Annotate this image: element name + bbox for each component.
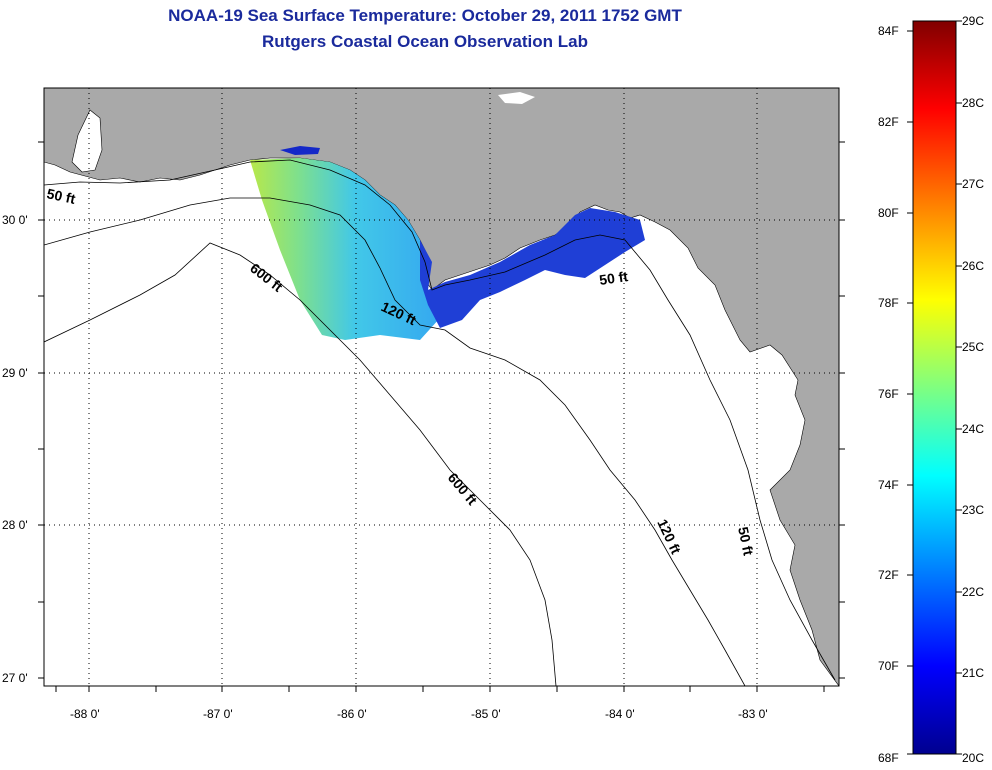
- colorbar-c-label: 22C: [962, 585, 984, 599]
- lat-label-30: 30 0': [2, 213, 28, 227]
- map-subtitle: Rutgers Coastal Ocean Observation Lab: [262, 32, 588, 51]
- contour-label-50ft-west: 50 ft: [45, 185, 77, 207]
- colorbar-c-label: 25C: [962, 340, 984, 354]
- lat-label-29: 29 0': [2, 366, 28, 380]
- contour-50ft: [44, 159, 836, 681]
- colorbar-f-label: 84F: [878, 24, 899, 38]
- colorbar-f-label: 78F: [878, 296, 899, 310]
- colorbar-f-label: 70F: [878, 659, 899, 673]
- colorbar-f-label: 68F: [878, 751, 899, 765]
- colorbar: 84F 82F 80F 78F 76F 74F 72F 70F 68F 29C …: [878, 14, 984, 765]
- island: [498, 92, 535, 104]
- sst-cold-patch: [280, 146, 320, 155]
- axis-ticks: [38, 141, 845, 692]
- lon-label-86: -86 0': [337, 707, 367, 721]
- colorbar-f-label: 74F: [878, 478, 899, 492]
- bay-water: [71, 109, 103, 173]
- colorbar-ticks: [907, 20, 962, 755]
- colorbar-f-label: 72F: [878, 568, 899, 582]
- contour-600ft: [44, 242, 557, 686]
- colorbar-c-label: 26C: [962, 259, 984, 273]
- contour-label-50ft-east: 50 ft: [598, 268, 629, 288]
- colorbar-bar: [912, 20, 957, 755]
- colorbar-f-label: 80F: [878, 206, 899, 220]
- colorbar-c-label: 27C: [962, 177, 984, 191]
- colorbar-c-label: 21C: [962, 666, 984, 680]
- lon-label-88: -88 0': [70, 707, 100, 721]
- lon-label-87: -87 0': [203, 707, 233, 721]
- map-title: NOAA-19 Sea Surface Temperature: October…: [168, 6, 682, 25]
- colorbar-c-label: 28C: [962, 96, 984, 110]
- colorbar-f-label: 82F: [878, 115, 899, 129]
- colorbar-c-label: 29C: [962, 14, 984, 28]
- colorbar-f-label: 76F: [878, 387, 899, 401]
- sst-cold-band: [420, 208, 645, 328]
- lon-label-83: -83 0': [738, 707, 768, 721]
- lon-label-85: -85 0': [471, 707, 501, 721]
- colorbar-c-label: 20C: [962, 751, 984, 765]
- lat-label-28: 28 0': [2, 518, 28, 532]
- colorbar-c-label: 23C: [962, 503, 984, 517]
- contour-120ft: [44, 197, 746, 686]
- lat-label-27: 27 0': [2, 671, 28, 685]
- contour-label-50ft-south: 50 ft: [735, 525, 757, 557]
- colorbar-c-label: 24C: [962, 422, 984, 436]
- map-frame: [43, 87, 840, 687]
- lon-label-84: -84 0': [605, 707, 635, 721]
